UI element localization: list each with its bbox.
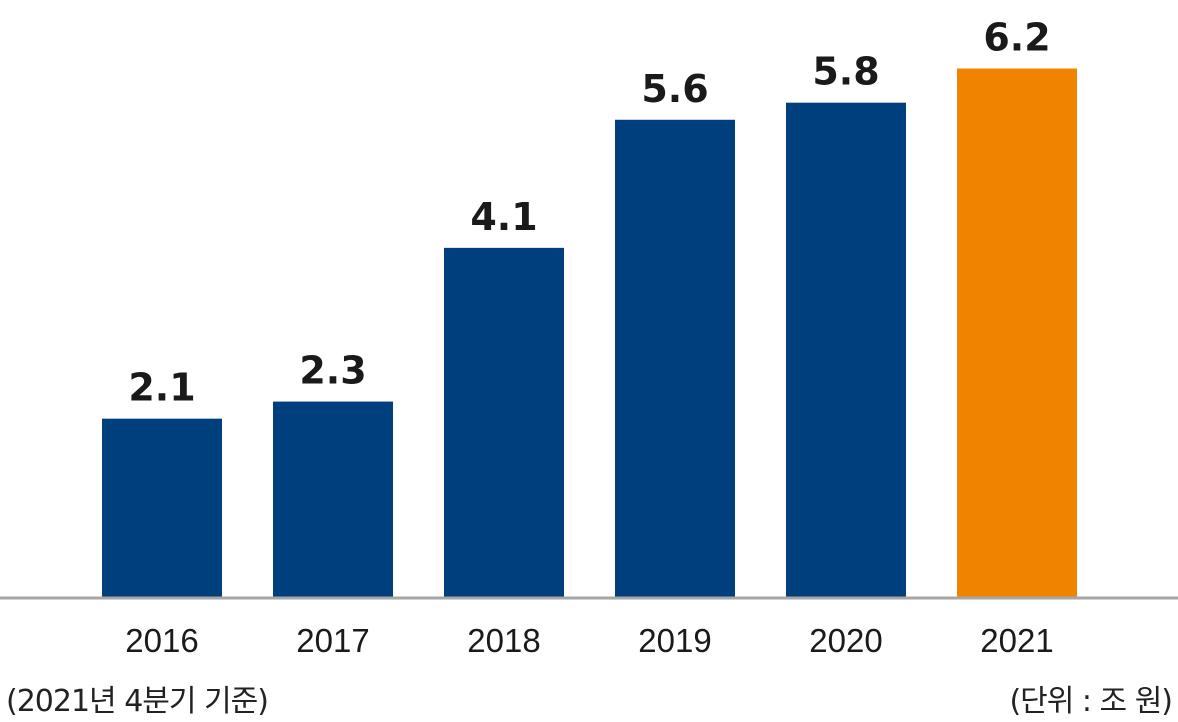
basis-note: (2021년 4분기 기준): [6, 684, 269, 719]
bar-2017: [273, 401, 393, 598]
bar-2018: [444, 247, 564, 599]
value-label-2016: 2.1: [128, 366, 195, 410]
value-label-2021: 6.2: [983, 16, 1050, 60]
x-tick-label-2018: 2018: [467, 622, 540, 659]
unit-note: (단위 : 조 원): [1009, 684, 1173, 719]
value-label-2017: 2.3: [299, 349, 366, 393]
value-label-2020: 5.8: [812, 50, 879, 94]
bar-2020: [786, 102, 906, 599]
bar-2019: [615, 119, 735, 598]
value-label-2018: 4.1: [470, 195, 537, 239]
x-tick-labels-group: 2016 2017 2018 2019 2020 2021: [125, 622, 1053, 659]
bar-2016: [102, 418, 222, 598]
value-labels-group: 2.1 2.3 4.1 5.6 5.8 6.2: [128, 16, 1050, 410]
x-tick-label-2017: 2017: [296, 622, 369, 659]
x-tick-label-2019: 2019: [638, 622, 711, 659]
bar-2021: [957, 68, 1077, 598]
x-tick-label-2021: 2021: [980, 622, 1053, 659]
value-label-2019: 5.6: [641, 67, 708, 111]
x-tick-label-2016: 2016: [125, 622, 198, 659]
bars-group: [102, 68, 1077, 599]
x-tick-label-2020: 2020: [809, 622, 882, 659]
